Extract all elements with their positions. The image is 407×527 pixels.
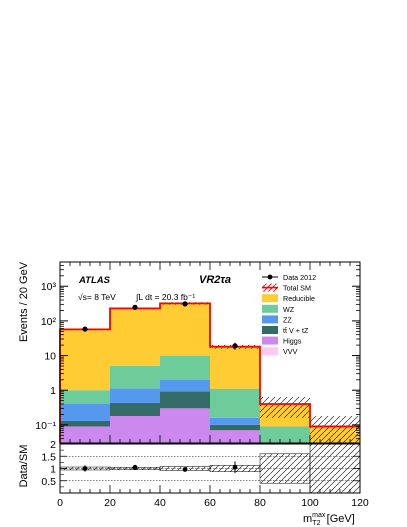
x-tick-label: 40 — [154, 497, 166, 509]
x-tick-label: 100 — [301, 497, 319, 509]
x-tick-label: 60 — [204, 497, 216, 509]
sm-uncertainty-4 — [260, 396, 310, 418]
ratio-y-tick-label: 1.5 — [41, 451, 56, 463]
main-plot: 10⁻¹ 1 10 10² 10³ Events / 20 GeV ATLAS √s= … — [18, 261, 361, 444]
bar-higgs-0 — [60, 426, 110, 443]
sm-uncertainty-5 — [310, 416, 360, 443]
legend-swatch — [262, 294, 278, 303]
ratio-point-3 — [232, 464, 238, 470]
total-sm-line — [59, 302, 360, 443]
legend-label: ZZ — [283, 315, 292, 324]
energy-label: √s= 8 TeV — [78, 292, 116, 302]
bar-higgs-2 — [160, 408, 210, 443]
ratio-point-2 — [182, 467, 188, 472]
legend-label: Reducible — [283, 294, 315, 303]
y-tick-label: 10 — [44, 351, 56, 363]
bar-reducible-3 — [210, 346, 260, 389]
ratio-reference-lines — [60, 455, 360, 482]
bar-zz-2 — [160, 380, 210, 392]
legend-swatch — [262, 347, 278, 356]
bar-wz-4 — [260, 426, 310, 443]
data-point-1 — [132, 304, 138, 311]
bar-higgs-1 — [110, 416, 160, 443]
legend-label: Higgs — [283, 337, 302, 346]
bar-tt-v-tz-0 — [60, 420, 110, 427]
legend-label: Total SM — [283, 284, 311, 293]
bar-reducible-0 — [60, 329, 110, 391]
main-x-ticks — [59, 262, 361, 443]
ratio-plot: 0.511.52 0 20 40 60 80 100 120 Data/SM mmax T2 … — [18, 439, 369, 527]
legend-swatch — [262, 336, 278, 345]
bar-zz-1 — [110, 388, 160, 403]
data-point-2 — [182, 301, 188, 307]
stacked-histogram — [60, 303, 360, 443]
x-tick-label: 20 — [104, 497, 116, 509]
ratio-points — [82, 461, 238, 474]
legend-swatch — [262, 326, 278, 334]
bar-tt-v-tz-3 — [210, 424, 260, 431]
atlas-label: ATLAS — [78, 275, 111, 286]
bar-wz-3 — [210, 388, 260, 418]
legend-swatch — [262, 304, 278, 313]
ratio-y-tick-label: 2 — [50, 439, 56, 451]
data-point-3 — [232, 343, 238, 349]
legend-data-marker — [267, 274, 273, 280]
x-tick-label: 80 — [254, 497, 266, 509]
bar-tt-v-tz-2 — [160, 391, 210, 409]
ratio-y-tick-label: 1 — [50, 464, 56, 476]
main-y-axis: 10⁻¹ 1 10 10² 10³ — [35, 261, 360, 444]
bar-zz-3 — [210, 417, 260, 425]
y-tick-label: 10³ — [41, 281, 57, 293]
legend-label: VVV — [283, 347, 298, 356]
ratio-y-axis: 0.511.52 — [41, 439, 360, 488]
y-tick-label: 10⁻¹ — [35, 420, 56, 432]
legend-label: tt̄ V + tZ — [283, 326, 309, 335]
y-tick-label: 1 — [50, 385, 56, 397]
region-label: VR2τa — [199, 274, 231, 286]
bar-wz-1 — [110, 365, 160, 389]
bar-higgs-3 — [210, 430, 260, 443]
bar-wz-0 — [60, 390, 110, 405]
y-axis-label: Events / 20 GeV — [18, 261, 30, 342]
bar-tt-v-tz-1 — [110, 402, 160, 417]
data-points — [82, 301, 238, 350]
luminosity-label: ∫L dt = 20.3 fb⁻¹ — [135, 292, 195, 302]
x-axis: 0 20 40 60 80 100 120 — [57, 485, 369, 509]
x-tick-label: 120 — [351, 497, 369, 509]
legend-label: Data 2012 — [283, 273, 316, 282]
ratio-y-axis-label: Data/SM — [18, 445, 30, 488]
bar-reducible-1 — [110, 308, 160, 366]
x-tick-label: 0 — [57, 497, 63, 509]
bar-zz-0 — [60, 404, 110, 421]
bar-wz-2 — [160, 355, 210, 381]
x-axis-label: mmax T2 [GeV] — [303, 512, 355, 527]
data-point-0 — [82, 326, 88, 332]
ratio-y-tick-label: 0.5 — [41, 476, 56, 488]
legend-label: WZ — [283, 305, 295, 314]
total-sm-step — [59, 302, 360, 443]
bar-reducible-2 — [160, 303, 210, 356]
ratio-point-0 — [82, 466, 88, 471]
legend-swatch — [262, 315, 278, 324]
y-tick-label: 10² — [41, 316, 57, 328]
ratio-point-1 — [132, 464, 138, 470]
